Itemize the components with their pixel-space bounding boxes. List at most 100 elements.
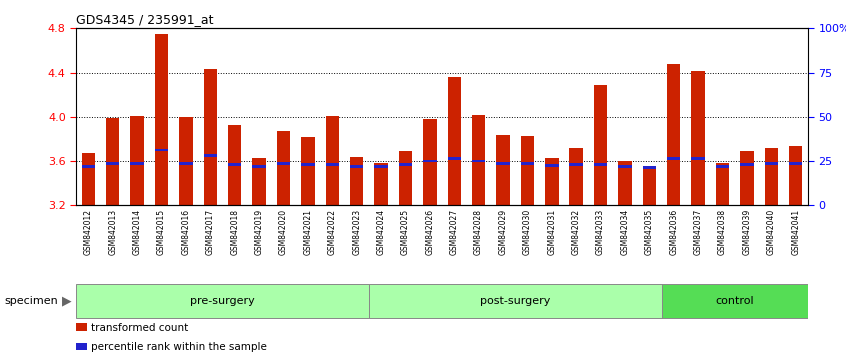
Bar (155, 149, 168, 152)
Bar (374, 165, 387, 168)
Bar (301, 163, 315, 166)
Bar (277, 162, 290, 165)
Text: GSM842014: GSM842014 (133, 209, 141, 255)
Bar (106, 162, 119, 165)
Bar (228, 163, 241, 166)
Bar (789, 162, 803, 165)
Bar (350, 165, 364, 168)
Text: GSM842040: GSM842040 (766, 209, 776, 256)
Text: GSM842024: GSM842024 (376, 209, 386, 255)
Text: GSM842031: GSM842031 (547, 209, 557, 255)
FancyBboxPatch shape (662, 284, 808, 318)
Bar (716, 163, 729, 205)
Bar (423, 160, 437, 162)
Text: GSM842026: GSM842026 (426, 209, 434, 255)
Text: GSM842037: GSM842037 (694, 209, 703, 256)
Bar (765, 162, 778, 165)
Text: control: control (716, 296, 754, 306)
Bar (448, 158, 461, 160)
Bar (667, 64, 680, 205)
Text: GSM842030: GSM842030 (523, 209, 532, 256)
Bar (594, 85, 607, 205)
FancyBboxPatch shape (76, 284, 369, 318)
Text: GSM842027: GSM842027 (450, 209, 459, 255)
Bar (569, 163, 583, 166)
Text: GSM842034: GSM842034 (620, 209, 629, 256)
Bar (277, 131, 290, 205)
Text: GSM842012: GSM842012 (84, 209, 93, 255)
Text: pre-surgery: pre-surgery (190, 296, 255, 306)
Text: GSM842023: GSM842023 (352, 209, 361, 255)
Text: GSM842039: GSM842039 (743, 209, 751, 256)
Text: GSM842021: GSM842021 (304, 209, 312, 255)
Bar (398, 151, 412, 205)
Bar (374, 163, 387, 205)
Bar (765, 148, 778, 205)
Bar (130, 162, 144, 165)
Bar (106, 118, 119, 205)
Bar (569, 148, 583, 205)
Bar (740, 151, 754, 205)
FancyBboxPatch shape (369, 284, 662, 318)
Bar (179, 117, 193, 205)
Text: GSM842041: GSM842041 (791, 209, 800, 255)
Bar (204, 154, 217, 157)
Bar (252, 165, 266, 168)
Bar (497, 162, 510, 165)
Bar (130, 116, 144, 205)
Text: GSM842028: GSM842028 (474, 209, 483, 255)
Text: GSM842036: GSM842036 (669, 209, 678, 256)
Bar (520, 162, 534, 165)
Bar (398, 163, 412, 166)
Text: GSM842015: GSM842015 (157, 209, 166, 255)
Text: GSM842038: GSM842038 (718, 209, 727, 255)
Text: post-surgery: post-surgery (480, 296, 551, 306)
Bar (179, 162, 193, 165)
Text: GSM842033: GSM842033 (596, 209, 605, 256)
Text: ▶: ▶ (62, 295, 71, 307)
Bar (691, 158, 705, 160)
Bar (789, 145, 803, 205)
Bar (545, 164, 558, 167)
Bar (350, 156, 364, 205)
Bar (594, 163, 607, 166)
Text: GSM842022: GSM842022 (327, 209, 337, 255)
Bar (448, 77, 461, 205)
Bar (76, 324, 86, 331)
Bar (326, 116, 339, 205)
Bar (76, 343, 86, 350)
Bar (326, 163, 339, 166)
Text: GSM842019: GSM842019 (255, 209, 264, 255)
Bar (423, 119, 437, 205)
Bar (520, 136, 534, 205)
Text: GSM842029: GSM842029 (498, 209, 508, 255)
Text: GDS4345 / 235991_at: GDS4345 / 235991_at (76, 13, 214, 26)
Bar (228, 125, 241, 205)
Bar (618, 161, 632, 205)
Bar (691, 72, 705, 205)
Bar (301, 137, 315, 205)
Text: GSM842032: GSM842032 (572, 209, 580, 255)
Bar (472, 115, 486, 205)
Bar (81, 165, 95, 168)
Bar (252, 158, 266, 205)
Bar (81, 153, 95, 205)
Bar (643, 166, 656, 169)
Text: percentile rank within the sample: percentile rank within the sample (91, 342, 266, 352)
Text: transformed count: transformed count (91, 323, 188, 333)
Text: GSM842017: GSM842017 (206, 209, 215, 255)
Bar (545, 158, 558, 205)
Text: GSM842025: GSM842025 (401, 209, 410, 255)
Bar (643, 167, 656, 205)
Bar (667, 158, 680, 160)
Bar (204, 69, 217, 205)
Text: GSM842020: GSM842020 (279, 209, 288, 255)
Bar (155, 34, 168, 205)
Text: GSM842018: GSM842018 (230, 209, 239, 255)
Bar (618, 165, 632, 168)
Bar (740, 163, 754, 166)
Text: GSM842035: GSM842035 (645, 209, 654, 256)
Text: specimen: specimen (4, 296, 58, 306)
Text: GSM842016: GSM842016 (181, 209, 190, 255)
Bar (716, 165, 729, 168)
